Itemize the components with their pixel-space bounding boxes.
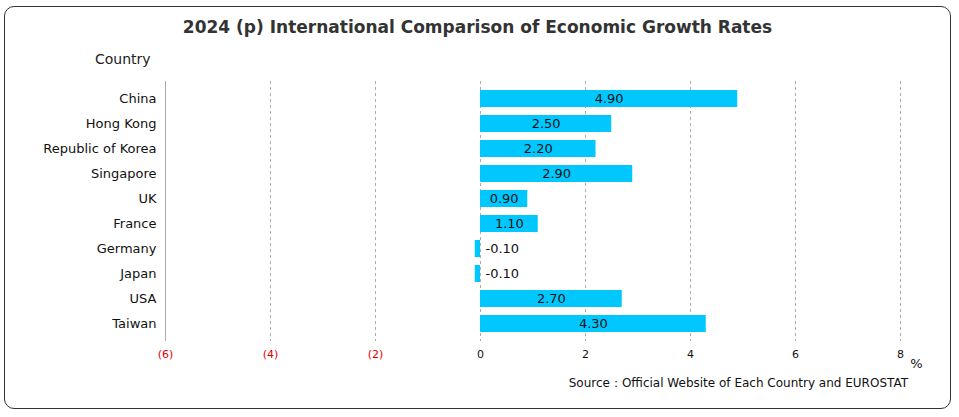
svg-text:-0.10: -0.10 [486,266,520,281]
html-text:Country: Country [95,51,151,67]
svg-text:2: 2 [582,348,589,361]
svg-text:-0.10: -0.10 [486,241,520,256]
svg-text:Republic of Korea: Republic of Korea [43,141,156,156]
svg-text:Taiwan: Taiwan [111,316,156,331]
html-text:2024 (p) International Compari: 2024 (p) International Comparison of Eco… [182,17,773,37]
svg-text:2.90: 2.90 [542,166,571,181]
svg-text:Germany: Germany [97,241,157,256]
svg-text:USA: USA [130,291,157,306]
svg-text:France: France [113,216,156,231]
svg-text:4.30: 4.30 [579,316,608,331]
svg-text:UK: UK [138,191,157,206]
svg-text:0: 0 [477,348,484,361]
svg-text:%: % [910,356,922,371]
svg-text:China: China [119,91,156,106]
svg-text:8: 8 [897,348,904,361]
svg-text:(4): (4) [263,348,279,361]
svg-text:1.10: 1.10 [495,216,524,231]
svg-text:Japan: Japan [119,266,156,281]
svg-text:(2): (2) [368,348,384,361]
html-text:Source：Official Website of Eac: Source：Official Website of Each Country … [568,376,908,390]
svg-text:0.90: 0.90 [490,191,519,206]
svg-text:Singapore: Singapore [91,166,157,181]
svg-text:4.90: 4.90 [595,91,624,106]
svg-text:2.50: 2.50 [532,116,561,131]
svg-text:(6): (6) [158,348,174,361]
svg-text:6: 6 [792,348,799,361]
svg-text:2.20: 2.20 [524,141,553,156]
svg-text:2.70: 2.70 [537,291,566,306]
svg-text:4: 4 [687,348,694,361]
svg-text:Hong Kong: Hong Kong [86,116,157,131]
